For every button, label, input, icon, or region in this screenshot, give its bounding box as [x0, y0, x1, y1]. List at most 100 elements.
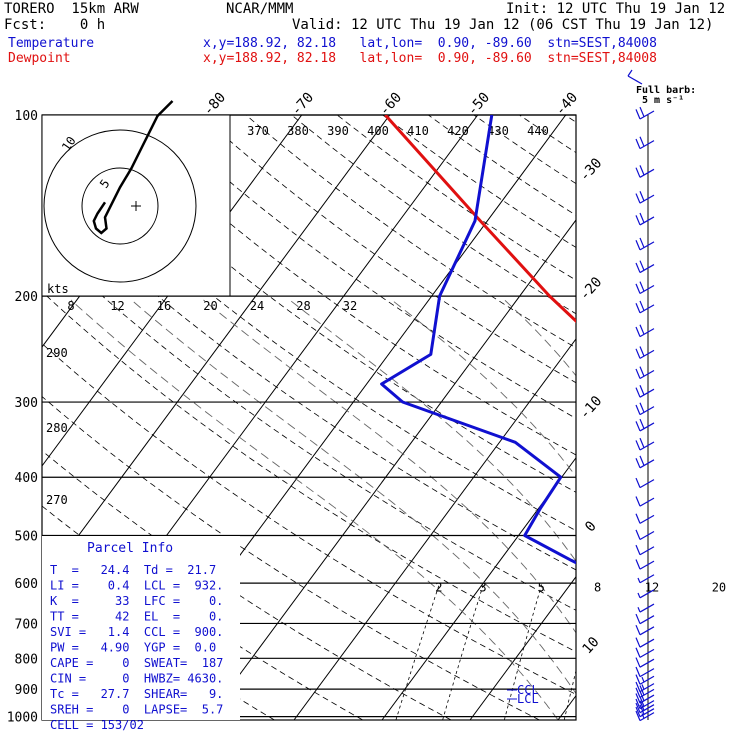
wind-barb-staff	[639, 708, 655, 718]
wind-barb-flag	[635, 657, 641, 668]
wind-barb-staff	[639, 406, 655, 416]
speed-scale-label: 32	[343, 299, 357, 313]
wind-barb-flag	[635, 262, 641, 273]
hodograph-unit: kts	[47, 282, 69, 296]
wind-barb-staff	[639, 441, 655, 451]
mixing-ratio-label: 2	[435, 581, 442, 595]
wind-barb-flag	[635, 421, 641, 432]
dry-adiabat	[656, 115, 740, 720]
wind-barb-flag	[637, 607, 641, 613]
moist-adiabat	[131, 299, 576, 695]
wind-barb	[635, 212, 655, 226]
wind-barb	[635, 324, 655, 338]
wind-barb-staff	[639, 530, 655, 541]
wind-barb-flag	[639, 212, 645, 223]
wind-barb-flag	[639, 455, 645, 466]
speed-scale-label: 20	[203, 299, 217, 313]
dewpoint-curve	[380, 115, 576, 565]
wind-barb-flag	[639, 281, 645, 292]
dry-adiabat	[42, 343, 576, 695]
wind-barb	[635, 366, 655, 380]
wind-barb-flag	[639, 704, 645, 715]
parcel-info-line: SREH = 0 LAPSE= 5.7	[50, 703, 223, 717]
pressure-tick-label: 800	[15, 652, 38, 667]
wind-barb-flag	[639, 106, 645, 117]
wind-barb	[637, 603, 655, 613]
wind-barb-flag	[641, 684, 645, 690]
pressure-tick-label: 100	[15, 109, 38, 124]
wind-barb	[635, 613, 655, 625]
wind-barb-flag	[635, 710, 641, 721]
wind-barb-flag	[635, 693, 641, 704]
theta-label: 390	[327, 124, 349, 138]
wind-barb-flag	[639, 324, 645, 335]
wind-barb-staff	[639, 615, 655, 625]
theta-label: 380	[287, 124, 309, 138]
mixing-ratio-line	[690, 585, 716, 721]
dry-adiabat	[200, 115, 576, 384]
wind-barb-staff	[639, 422, 655, 432]
wind-barb-staff	[639, 546, 655, 556]
wind-barb	[635, 106, 655, 120]
dry-adiabat	[109, 115, 576, 456]
theta-label: 410	[407, 124, 429, 138]
speed-scale-label: 8	[67, 299, 74, 313]
wind-barb-staff	[639, 284, 655, 295]
theta-label: 400	[367, 124, 389, 138]
temperature-legend: Temperature	[8, 36, 95, 51]
isotherm-line	[734, 115, 740, 720]
wind-barb-flag	[639, 385, 645, 396]
wind-barb-staff	[639, 683, 655, 693]
wind-barb-staff	[639, 514, 655, 524]
barb-legend-icon	[627, 69, 633, 77]
parcel-info-line: LI = 0.4 LCL = 932.	[50, 579, 223, 593]
wind-barb-staff	[639, 388, 655, 398]
wind-barb-flag	[635, 368, 641, 379]
mixing-ratio-line	[563, 669, 576, 720]
moist-adiabat	[70, 299, 559, 720]
wind-barb-staff	[639, 216, 655, 226]
hodograph-ring	[81, 167, 159, 245]
pressure-tick-label: 600	[15, 577, 38, 592]
theta-label: 430	[487, 124, 509, 138]
wind-barb	[635, 544, 655, 556]
dry-adiabat	[473, 115, 576, 185]
dry-adiabat	[42, 396, 540, 720]
pressure-tick-label: 300	[15, 396, 38, 411]
wind-barb	[635, 529, 655, 541]
isotherm-line	[469, 575, 576, 720]
plot-frame	[41, 114, 577, 721]
wind-barb-flag	[635, 702, 641, 713]
pressure-tick-label: 500	[15, 530, 38, 545]
wind-barb-flag	[639, 237, 645, 248]
wind-barb-flag	[635, 348, 641, 359]
wind-barb-flag	[639, 402, 645, 413]
parcel-info-line: T = 24.4 Td = 21.7	[50, 563, 216, 577]
parcel-info-line: SVI = 1.4 CCL = 900.	[50, 625, 223, 639]
hodograph-ring	[43, 129, 197, 283]
dry-adiabat	[245, 115, 576, 349]
isotherm-line	[205, 219, 576, 720]
mixing-ratio-label: 5	[538, 581, 545, 595]
wind-barb-flag	[635, 167, 641, 178]
wind-barb	[635, 385, 655, 398]
isotherm-line	[42, 115, 391, 586]
wind-barb	[635, 281, 655, 295]
wind-barb-staff	[639, 140, 655, 150]
wind-barb-staff	[639, 675, 655, 685]
init-time: Init: 12 UTC Thu 19 Jan 12	[506, 1, 726, 17]
wind-barb-flag	[635, 624, 641, 636]
wind-barb	[635, 260, 655, 274]
wind-barb-flag	[635, 666, 641, 677]
wind-barb-flag	[635, 674, 641, 685]
dry-adiabat	[42, 239, 576, 611]
wind-barb	[635, 346, 655, 359]
temperature-location: x,y=188.92, 82.18 lat,lon= 0.90, -89.60 …	[203, 36, 657, 51]
wind-barb-staff	[639, 110, 655, 120]
speed-scale-label: 12	[110, 299, 124, 313]
wind-barb-flag	[635, 404, 641, 415]
mixing-ratio-line	[618, 585, 649, 721]
wind-barb	[635, 666, 655, 678]
wind-barb	[635, 418, 655, 432]
